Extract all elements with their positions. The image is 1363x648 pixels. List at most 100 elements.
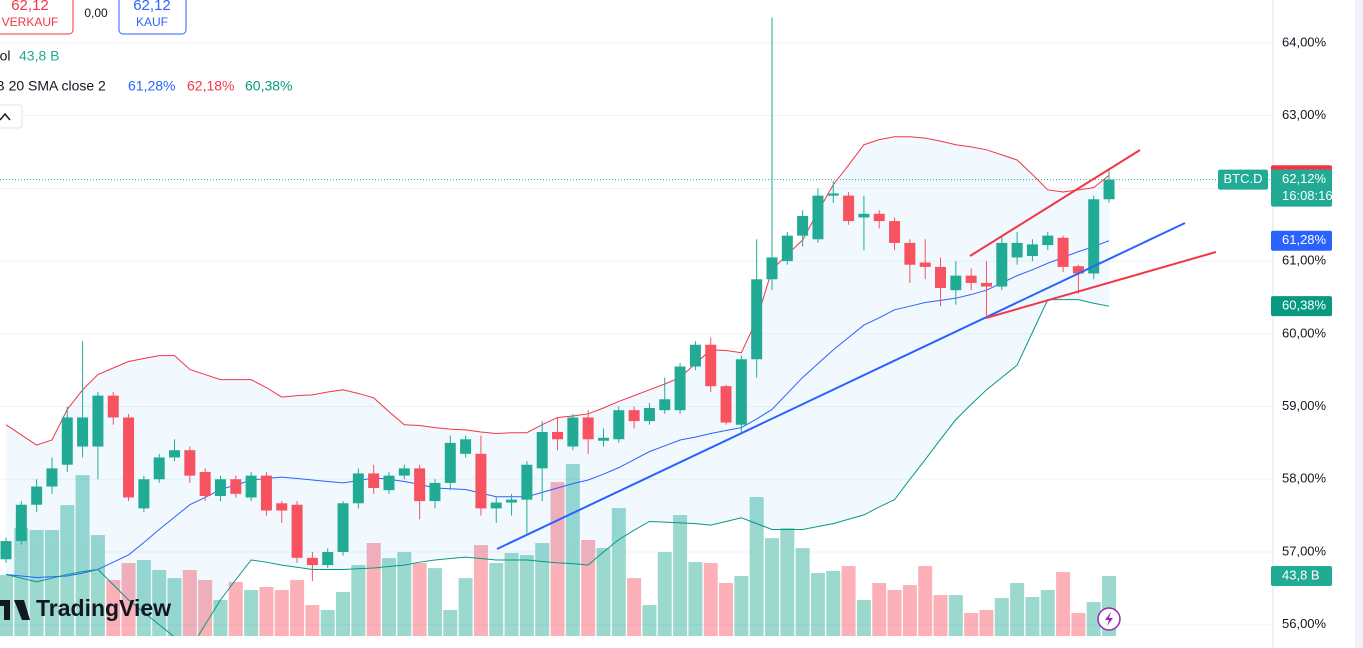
candle-body: [61, 417, 73, 465]
candle-body: [230, 479, 242, 494]
volume-bar: [688, 562, 703, 636]
volume-pane: [0, 464, 1117, 636]
volume-bar: [673, 515, 688, 636]
y-tick-label: 57,00%: [1282, 543, 1327, 558]
candle-body: [597, 437, 609, 441]
brand-name: TradingView: [36, 595, 171, 621]
candle-body: [1026, 244, 1038, 256]
candle-body: [674, 366, 686, 411]
volume-bar: [611, 508, 626, 636]
candle-body: [812, 195, 824, 240]
candle-body: [689, 344, 701, 367]
candle-body: [628, 410, 640, 422]
candles: [0, 17, 1273, 582]
volume-bar: [382, 558, 396, 636]
sell-price: 62,12: [11, 0, 49, 14]
volume-bar: [244, 589, 259, 636]
candle-body: [935, 266, 947, 288]
candle-body: [643, 408, 655, 422]
collapse-button[interactable]: [0, 104, 23, 129]
candle-body: [107, 395, 119, 418]
candle-body: [153, 457, 165, 480]
volume-bar: [366, 543, 381, 636]
volume-bar: [872, 583, 887, 636]
buy-button[interactable]: [118, 0, 187, 35]
brand-logo: [0, 600, 30, 620]
y-tick-label: 64,00%: [1282, 34, 1327, 49]
volume-bar: [565, 464, 580, 636]
volume-bar: [581, 540, 596, 636]
volume-bar: [90, 535, 105, 636]
volume-bar: [320, 609, 335, 636]
volume-bar: [994, 598, 1009, 636]
volume-bar: [1025, 596, 1040, 636]
volume-bar: [964, 612, 979, 636]
candle-body: [858, 213, 870, 218]
volume-value: 43,8 B: [19, 48, 59, 64]
volume-bar: [213, 599, 228, 636]
volume-bar: [810, 573, 825, 636]
symbol-label: BTC.D: [1224, 171, 1263, 186]
candle-body: [950, 275, 962, 291]
candle-body: [613, 410, 625, 440]
symbol-tag: [1218, 169, 1268, 190]
trade-buttons: 62,12 VERKAUF 0,00 62,12 KAUF: [0, 0, 187, 35]
volume-bar: [290, 579, 305, 636]
volume-bar: [336, 592, 351, 636]
volume-bar: [657, 552, 672, 636]
volume-bar: [519, 555, 534, 636]
volume-bar: [642, 605, 657, 636]
countdown: 16:08:16: [1282, 188, 1333, 203]
volume-bar: [856, 599, 871, 636]
candle-body: [1011, 242, 1023, 258]
candle-body: [567, 417, 579, 447]
y-tick-label: 60,00%: [1282, 325, 1327, 340]
volume-bar: [60, 505, 75, 636]
candle-body: [260, 475, 272, 511]
candle-body: [1057, 237, 1069, 267]
volume-bar: [305, 605, 320, 636]
volume-bar: [274, 589, 289, 636]
price-tag-label: 62,12%: [1282, 171, 1327, 186]
candle-body: [919, 262, 931, 267]
volume-bar: [826, 570, 841, 636]
volume-bar: [504, 553, 519, 636]
candle-body: [996, 242, 1008, 287]
volume-name: Vol: [0, 48, 10, 64]
y-tick-label: 56,00%: [1282, 616, 1327, 631]
sell-button[interactable]: [0, 0, 74, 35]
volume-bar: [1056, 572, 1071, 636]
price-tag-label: 60,38%: [1282, 298, 1327, 313]
volume-bar: [887, 589, 902, 636]
candle-body: [368, 473, 380, 488]
candle-body: [552, 432, 564, 440]
candle-body: [169, 450, 181, 458]
volume-bar: [902, 585, 917, 636]
candle-body: [352, 473, 364, 504]
price-tag: [1271, 296, 1332, 317]
candle-body: [980, 282, 992, 287]
candle-body: [1042, 235, 1054, 246]
candle-body: [306, 557, 318, 566]
candle-body: [92, 395, 104, 447]
volume-bar: [1010, 583, 1025, 636]
candle-body: [429, 482, 441, 502]
band-line: [5, 299, 1110, 636]
candle-body: [444, 442, 456, 483]
buy-label: KAUF: [136, 15, 168, 29]
indicator-value: 61,28%: [128, 78, 175, 94]
volume-bar: [489, 563, 504, 636]
candle-body: [414, 468, 426, 502]
replay-button[interactable]: [1097, 607, 1121, 631]
volume-bar: [167, 578, 182, 636]
volume-bar: [535, 543, 550, 636]
candle-body: [15, 504, 27, 542]
candle-body: [490, 502, 502, 509]
volume-bar: [427, 568, 442, 636]
candle-body: [843, 195, 855, 222]
volume-bar: [703, 563, 718, 636]
band-line: [5, 240, 1110, 578]
candle-body: [506, 499, 518, 503]
indicator-name: BB 20 SMA close 2: [0, 78, 106, 94]
candle-body: [383, 475, 395, 491]
